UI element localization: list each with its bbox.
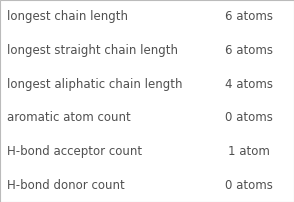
- Text: 0 atoms: 0 atoms: [225, 111, 273, 124]
- Text: 1 atom: 1 atom: [228, 145, 270, 158]
- Text: H-bond donor count: H-bond donor count: [7, 179, 125, 192]
- Text: 0 atoms: 0 atoms: [225, 179, 273, 192]
- Text: aromatic atom count: aromatic atom count: [7, 111, 131, 124]
- Text: longest straight chain length: longest straight chain length: [7, 44, 178, 57]
- Text: H-bond acceptor count: H-bond acceptor count: [7, 145, 143, 158]
- Text: 4 atoms: 4 atoms: [225, 78, 273, 91]
- Text: longest aliphatic chain length: longest aliphatic chain length: [7, 78, 183, 91]
- Text: 6 atoms: 6 atoms: [225, 44, 273, 57]
- Text: 6 atoms: 6 atoms: [225, 10, 273, 23]
- Text: longest chain length: longest chain length: [7, 10, 128, 23]
